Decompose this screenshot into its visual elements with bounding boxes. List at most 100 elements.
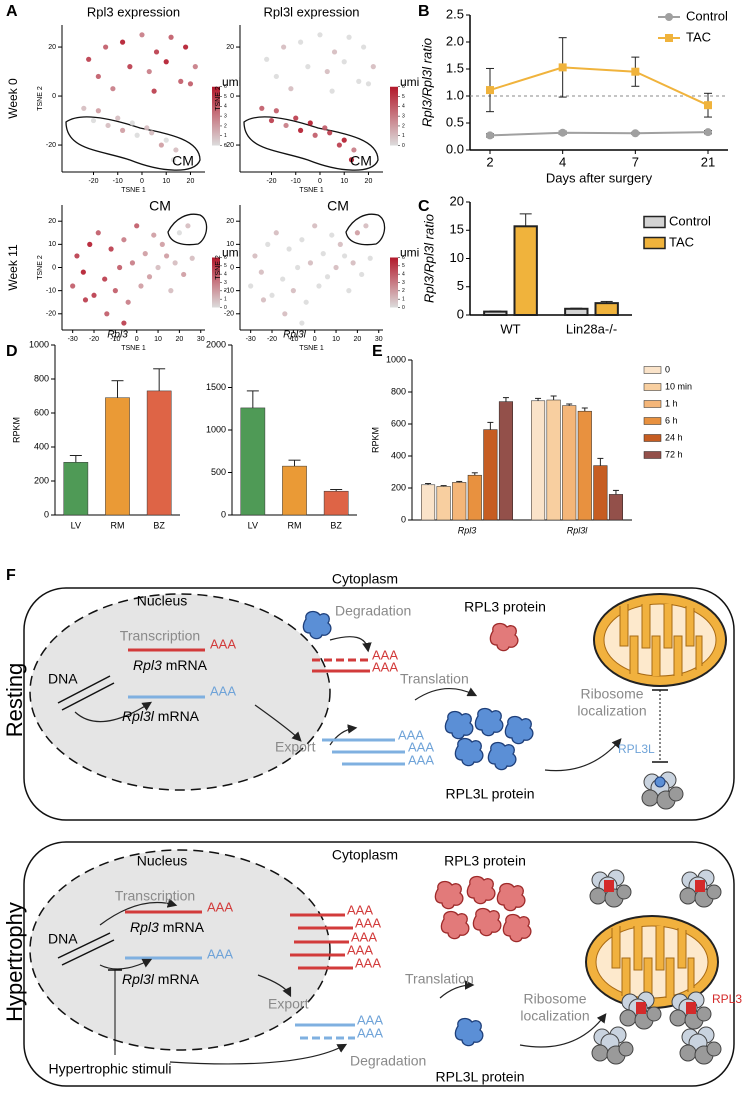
point bbox=[268, 117, 275, 124]
colorbar-tick-label: 6 bbox=[224, 255, 227, 261]
label: mRNA bbox=[163, 919, 205, 935]
point bbox=[303, 299, 309, 305]
colorbar-tick-label: 2 bbox=[224, 288, 227, 294]
panel-label: E bbox=[372, 343, 383, 360]
bar bbox=[421, 484, 436, 521]
point bbox=[305, 64, 311, 70]
label: Export bbox=[275, 739, 316, 755]
marker bbox=[631, 129, 640, 138]
legend-swatch bbox=[643, 366, 662, 374]
colorbar-tick-label: 0 bbox=[224, 143, 227, 149]
y-tick-label: 20 bbox=[226, 218, 234, 225]
point bbox=[159, 241, 165, 247]
x-tick-label: -20 bbox=[88, 178, 98, 185]
panel-label: D bbox=[6, 343, 18, 360]
point bbox=[293, 115, 299, 121]
point bbox=[331, 49, 338, 55]
y-tick-label: -10 bbox=[46, 287, 56, 294]
point bbox=[348, 157, 355, 163]
point bbox=[307, 120, 313, 126]
legend-label: TAC bbox=[669, 234, 694, 249]
colorbar-tick-label: 0 bbox=[224, 305, 227, 311]
point bbox=[81, 105, 87, 111]
y-tick-label: -20 bbox=[46, 311, 56, 318]
point bbox=[329, 88, 335, 94]
label: Ribosome bbox=[580, 686, 643, 702]
colorbar-tick-label: 4 bbox=[402, 271, 405, 277]
label: mRNA bbox=[158, 971, 200, 987]
rpl3-site bbox=[604, 880, 614, 892]
point bbox=[324, 68, 330, 75]
point bbox=[252, 253, 258, 259]
point bbox=[112, 288, 118, 294]
x-axis-label: TSNE 1 bbox=[121, 187, 146, 194]
y-tick-label: 0 bbox=[230, 264, 234, 271]
label: Ribosome bbox=[523, 991, 586, 1007]
chart-title: Rpl3l bbox=[283, 330, 307, 341]
y-tick-label: -20 bbox=[224, 311, 234, 318]
rpl3-site bbox=[695, 880, 705, 892]
poly-a: AAA bbox=[372, 647, 398, 662]
label: DNA bbox=[48, 671, 78, 687]
annotation: CM bbox=[327, 198, 349, 214]
marker bbox=[631, 67, 640, 76]
poly-a: AAA bbox=[355, 955, 381, 970]
state-label: Resting bbox=[2, 663, 27, 738]
y-axis-label: RPKM bbox=[370, 427, 380, 453]
legend-label: Control bbox=[669, 213, 711, 228]
arrow bbox=[439, 980, 475, 999]
gene: Rpl3 bbox=[130, 919, 159, 935]
point bbox=[158, 142, 164, 148]
nucleus bbox=[29, 849, 331, 1051]
point bbox=[337, 241, 343, 247]
arrow bbox=[329, 724, 358, 746]
y-tick-label: 1500 bbox=[206, 382, 226, 392]
colorbar-tick-label: 5 bbox=[224, 94, 227, 100]
poly-a: AAA bbox=[357, 1012, 383, 1027]
point bbox=[163, 59, 169, 65]
colorbar-tick-label: 1 bbox=[402, 296, 405, 302]
point bbox=[192, 64, 198, 70]
label: Rpl3l mRNA bbox=[122, 708, 200, 724]
y-tick-label: 5 bbox=[457, 278, 464, 293]
y-tick-label: 20 bbox=[48, 218, 56, 225]
point bbox=[163, 253, 170, 259]
y-tick-label: 600 bbox=[34, 407, 49, 417]
colorbar-tick-label: 4 bbox=[224, 104, 227, 110]
colorbar-tick-label: 0 bbox=[402, 143, 405, 149]
colorbar-tick-label: 6 bbox=[402, 255, 405, 261]
poly-a: AAA bbox=[207, 946, 233, 961]
y-tick-label: 1000 bbox=[206, 424, 226, 434]
point bbox=[119, 127, 126, 133]
point bbox=[115, 115, 121, 121]
colorbar-tick-label: 2 bbox=[402, 123, 405, 129]
colorbar-tick-label: 5 bbox=[224, 263, 227, 269]
y-tick-label: 20 bbox=[226, 44, 234, 51]
row-label: Week 0 bbox=[6, 78, 20, 119]
legend-swatch bbox=[643, 451, 662, 459]
x-tick-label: -20 bbox=[89, 336, 99, 343]
point bbox=[370, 64, 376, 70]
colorbar-tick-label: 5 bbox=[402, 263, 405, 269]
bar bbox=[282, 465, 307, 516]
point bbox=[183, 44, 189, 50]
point bbox=[173, 147, 179, 153]
colorbar-tick-label: 6 bbox=[224, 84, 227, 90]
y-tick-label: 0 bbox=[52, 93, 56, 100]
colorbar-tick-label: 6 bbox=[402, 84, 405, 90]
bar bbox=[323, 490, 349, 516]
x-tick-label: -20 bbox=[267, 336, 277, 343]
y-tick-label: 500 bbox=[211, 467, 226, 477]
point bbox=[333, 264, 339, 271]
mitochondrion bbox=[593, 593, 727, 687]
point bbox=[329, 232, 335, 238]
y-tick-label: 200 bbox=[391, 482, 406, 492]
colorbar bbox=[212, 86, 220, 146]
point bbox=[146, 68, 152, 75]
panel-label: C bbox=[418, 198, 430, 215]
x-tick-label: LV bbox=[248, 520, 258, 530]
colorbar-tick-label: 2 bbox=[224, 123, 227, 129]
y-tick-label: -10 bbox=[224, 287, 234, 294]
colorbar-tick-label: 4 bbox=[402, 104, 405, 110]
point bbox=[134, 132, 140, 138]
